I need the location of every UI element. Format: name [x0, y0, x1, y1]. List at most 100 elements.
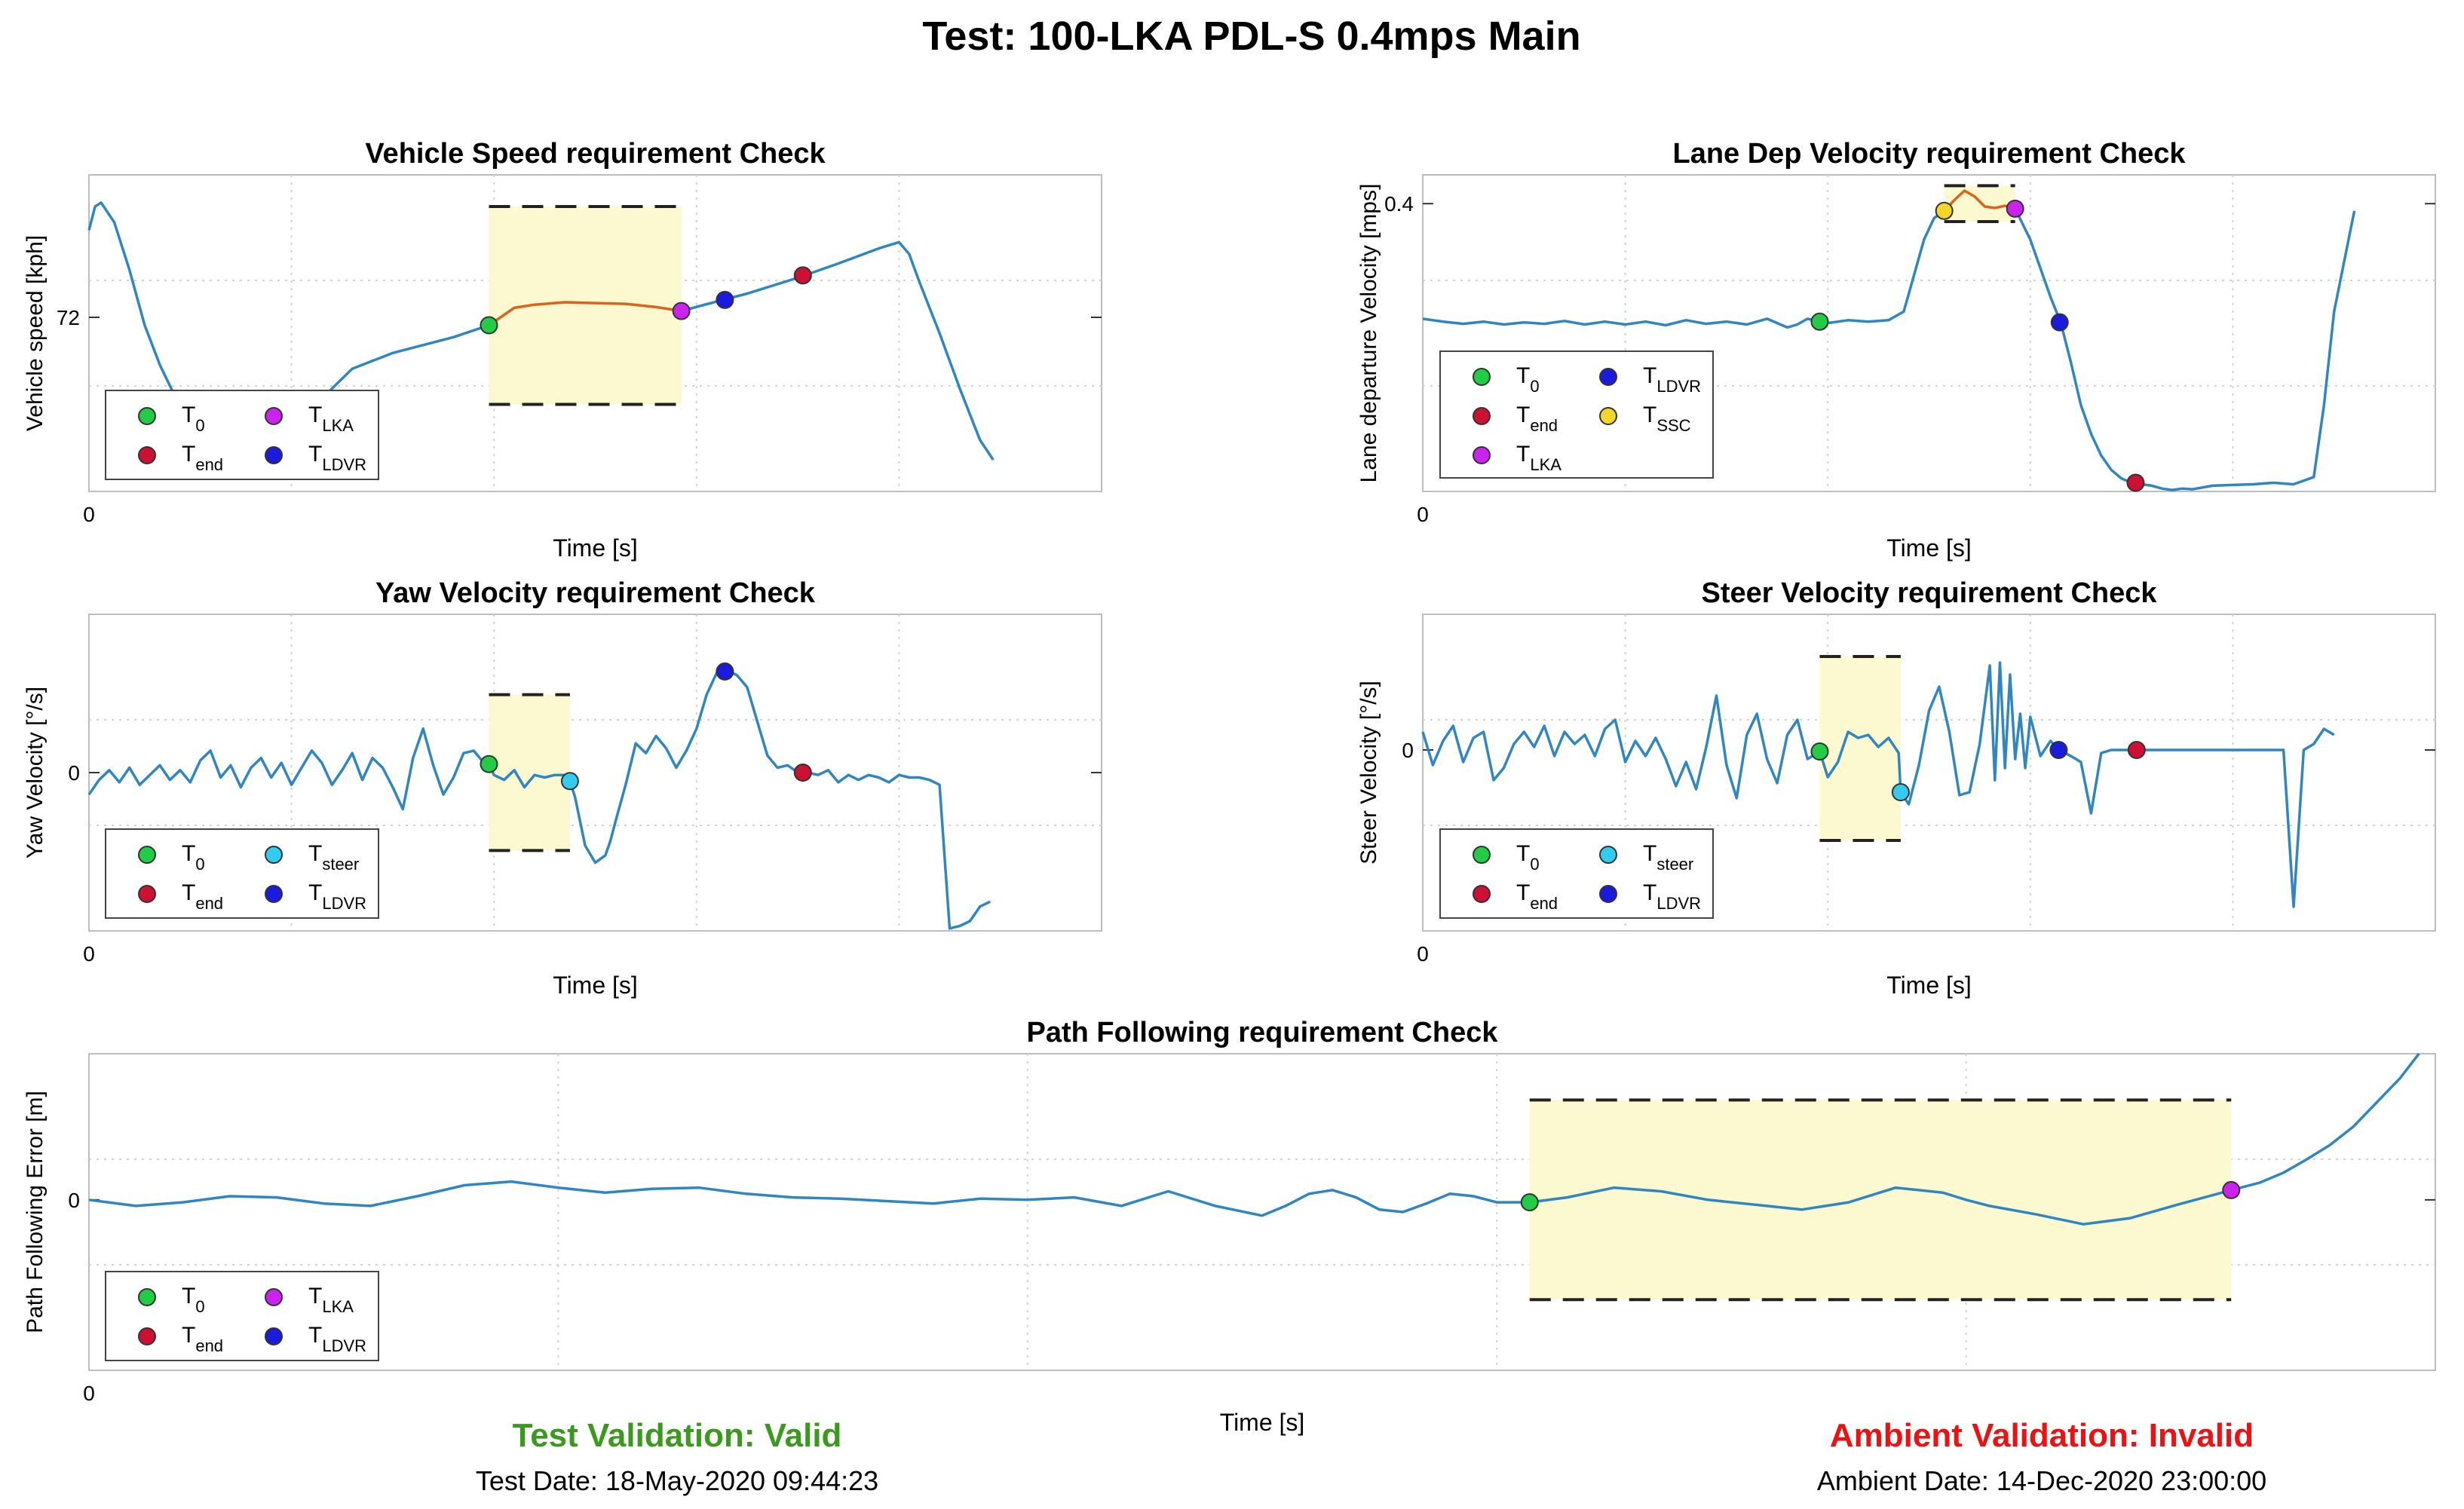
chart-yaw-velocity-title: Yaw Velocity requirement Check — [375, 577, 816, 609]
chart-path-following-legend-box — [105, 1271, 379, 1361]
chart-vehicle-speed-event-tend — [793, 266, 812, 285]
chart-path-following-title: Path Following requirement Check — [1027, 1017, 1499, 1048]
chart-yaw-velocity-legend-sub-t0: 0 — [195, 855, 204, 874]
ambient-validation-status: Ambient Validation: Invalid — [1829, 1417, 2254, 1454]
chart-steer-velocity-legend-sub-tend: end — [1530, 894, 1558, 913]
chart-lane-dep-velocity-legend-sub-t0: 0 — [1530, 377, 1539, 396]
chart-lane-dep-velocity-window-signal-line — [1943, 189, 2016, 212]
chart-steer-velocity-legend-marker-t0 — [1473, 846, 1491, 864]
chart-yaw-velocity-xlabel: Time [s] — [553, 972, 638, 999]
test-validation-block: Test Validation: Valid Test Date: 18-May… — [300, 1417, 1054, 1497]
chart-lane-dep-velocity: Lane Dep Velocity requirement Check0.40T… — [1356, 138, 2436, 562]
chart-steer-velocity-legend-box — [1439, 828, 1714, 919]
chart-steer-velocity-legend-sub-t0: 0 — [1530, 855, 1539, 874]
test-validation-status: Test Validation: Valid — [512, 1417, 842, 1454]
chart-path-following-ytick-label: 0 — [68, 1189, 80, 1212]
chart-vehicle-speed-xlabel: Time [s] — [553, 534, 638, 562]
chart-yaw-velocity-event-tldvr — [716, 662, 734, 681]
chart-vehicle-speed-legend-marker-tend — [138, 446, 156, 464]
chart-steer-velocity-event-t0 — [1810, 742, 1829, 761]
chart-lane-dep-velocity-signal-line-3 — [2014, 208, 2356, 491]
chart-yaw-velocity-ytick-label: 0 — [68, 761, 80, 785]
chart-vehicle-speed-legend-sub-t0: 0 — [195, 416, 204, 435]
chart-path-following-legend-sub-tend: end — [195, 1336, 223, 1355]
chart-path-following-signal-line-1 — [88, 1180, 1530, 1217]
chart-yaw-velocity-legend-marker-t0 — [138, 846, 156, 864]
chart-lane-dep-velocity-legend-marker-tlka — [1473, 446, 1491, 464]
chart-lane-dep-velocity-legend-marker-tend — [1473, 407, 1491, 425]
chart-lane-dep-velocity-xlabel: Time [s] — [1886, 534, 1972, 562]
chart-yaw-velocity-event-tend — [793, 764, 812, 782]
chart-lane-dep-velocity-legend-sub-tssc: SSC — [1656, 416, 1690, 435]
chart-vehicle-speed-legend-sub-tldvr: LDVR — [322, 455, 366, 474]
chart-vehicle-speed-legend-box — [105, 390, 379, 480]
chart-vehicle-speed-event-tlka — [672, 301, 691, 320]
chart-steer-velocity-requirement-window — [1819, 657, 1901, 840]
chart-path-following-legend-sub-t0: 0 — [195, 1297, 204, 1316]
chart-yaw-velocity-xtick-label: 0 — [83, 942, 95, 966]
chart-path-following-requirement-window — [1529, 1100, 2232, 1300]
chart-yaw-velocity-legend-marker-tsteer — [265, 846, 283, 864]
chart-path-following-signal-line-2 — [1529, 1186, 2232, 1226]
ambient-validation-block: Ambient Validation: Invalid Ambient Date… — [1665, 1417, 2419, 1497]
chart-steer-velocity-event-tend — [2127, 741, 2146, 759]
chart-yaw-velocity-signal-line-1 — [87, 727, 489, 811]
chart-lane-dep-velocity-event-t0 — [1810, 312, 1829, 331]
chart-path-following-event-t0 — [1520, 1193, 1539, 1212]
chart-yaw-velocity-legend-box — [105, 828, 379, 919]
chart-steer-velocity-legend-sub-tldvr: LDVR — [1656, 894, 1701, 913]
chart-steer-velocity-signal-line-3 — [1899, 661, 2335, 908]
chart-path-following-ylabel: Path Following Error [m] — [23, 1091, 48, 1333]
chart-vehicle-speed-legend-sub-tlka: LKA — [322, 416, 354, 435]
chart-yaw-velocity-signal-line-2 — [487, 763, 572, 789]
chart-lane-dep-velocity-legend-marker-t0 — [1473, 368, 1491, 386]
figure-title: Test: 100-LKA PDL-S 0.4mps Main — [922, 14, 1580, 59]
chart-steer-velocity-legend-marker-tldvr — [1599, 885, 1617, 903]
chart-path-following-xtick-label: 0 — [83, 1382, 95, 1405]
chart-vehicle-speed-event-tldvr — [716, 290, 734, 309]
chart-lane-dep-velocity-event-tlka — [2006, 199, 2024, 218]
chart-steer-velocity-signal-line-2 — [1818, 730, 1902, 793]
chart-yaw-velocity-legend-marker-tend — [138, 885, 156, 903]
chart-vehicle-speed-event-t0 — [480, 316, 498, 335]
chart-lane-dep-velocity-legend-marker-tssc — [1599, 407, 1617, 425]
chart-lane-dep-velocity-event-tend — [2126, 473, 2145, 492]
chart-steer-velocity-signal-line-1 — [1421, 694, 1821, 800]
chart-vehicle-speed: Vehicle Speed requirement Check 72 0 Time [… — [23, 138, 1102, 562]
chart-steer-velocity-event-tsteer — [1891, 783, 1910, 801]
chart-vehicle-speed-title: Vehicle Speed requirement Check — [365, 138, 826, 170]
chart-path-following: Path Following requirement Check 0 0 Time [… — [23, 1017, 2436, 1436]
chart-path-following-legend-marker-tend — [138, 1327, 156, 1345]
chart-vehicle-speed-legend-sub-tend: end — [195, 455, 223, 474]
chart-lane-dep-velocity-legend-sub-tend: end — [1530, 416, 1558, 435]
chart-lane-dep-velocity-ylabel: Lane departure Velocity [mps] — [1356, 184, 1381, 483]
chart-vehicle-speed-ytick-label: 72 — [57, 306, 80, 329]
chart-path-following-legend-sub-tlka: LKA — [322, 1297, 354, 1316]
chart-path-following-legend-sub-tldvr: LDVR — [322, 1336, 366, 1355]
chart-lane-dep-velocity-signal-line-1 — [1422, 210, 1945, 329]
chart-steer-velocity-title: Steer Velocity requirement Check — [1701, 577, 2157, 609]
chart-steer-velocity-ylabel: Steer Velocity [°/s] — [1356, 681, 1381, 865]
chart-steer-velocity-legend-marker-tsteer — [1599, 846, 1617, 864]
chart-steer-velocity-event-tldvr — [2049, 741, 2068, 759]
chart-vehicle-speed-ylabel: Vehicle speed [kph] — [23, 235, 48, 431]
chart-lane-dep-velocity-event-tssc — [1935, 201, 1954, 220]
chart-yaw-velocity: Yaw Velocity requirement Check 0 0 Time [s]… — [23, 577, 1102, 999]
chart-yaw-velocity-legend-marker-tldvr — [265, 885, 283, 903]
chart-yaw-velocity-requirement-window — [489, 694, 570, 851]
chart-steer-velocity-legend-marker-tend — [1473, 885, 1491, 903]
chart-steer-velocity-legend-sub-tsteer: steer — [1656, 855, 1693, 874]
chart-path-following-signal-line-3 — [2230, 1052, 2420, 1192]
chart-steer-velocity: Steer Velocity requirement Check 0 0 Time [… — [1356, 577, 2436, 999]
chart-yaw-velocity-event-tsteer — [560, 772, 579, 791]
chart-path-following-xlabel: Time [s] — [1220, 1409, 1305, 1436]
test-date: Test Date: 18-May-2020 09:44:23 — [475, 1465, 879, 1496]
chart-vehicle-speed-legend-marker-tlka — [265, 407, 283, 425]
chart-yaw-velocity-legend-sub-tldvr: LDVR — [322, 894, 366, 913]
chart-lane-dep-velocity-title: Lane Dep Velocity requirement Check — [1672, 138, 2186, 170]
chart-vehicle-speed-signal-line-3 — [681, 240, 994, 461]
